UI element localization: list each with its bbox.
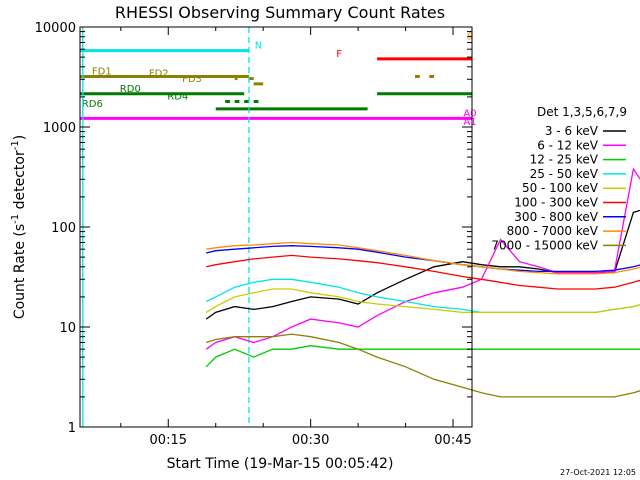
legend-label-2: 12 - 25 keV [530, 153, 599, 167]
y-axis-label-sup2: -1 [10, 140, 21, 150]
flag-label-A0: A0 [463, 108, 476, 119]
legend-label-7: 800 - 7000 keV [507, 224, 599, 238]
x-axis-label: Start Time (19-Mar-15 00:05:42) [167, 456, 394, 472]
y-axis-label: Count Rate (s-1 detector-1) [10, 135, 28, 319]
vlines-layer [82, 27, 250, 427]
series-line-6 [206, 245, 640, 273]
y-tick-label-2: 100 [51, 221, 76, 236]
series-layer [205, 167, 640, 398]
legend-label-1: 6 - 12 keV [537, 138, 599, 152]
series-line-8 [206, 333, 640, 398]
y-tick-label-0: 1 [68, 421, 76, 436]
flag-label-RD4: RD4 [167, 91, 188, 102]
y-tick-label-1: 10 [59, 321, 76, 336]
legend-title: Det 1,3,5,6,7,9 [537, 105, 627, 119]
series-line-1 [205, 167, 640, 350]
y-axis-label-mid: detector [12, 150, 28, 214]
x-tick-label-0: 00:15 [150, 433, 187, 448]
y-axis: 1 10 100 1000 10000 [35, 21, 472, 436]
x-tick-label-1: 00:30 [292, 433, 329, 448]
y-axis-label-sup: -1 [10, 214, 21, 224]
y-axis-label-end: ) [12, 135, 28, 140]
series-line-5 [206, 254, 640, 290]
flag-label-RD6: RD6 [82, 99, 103, 110]
series-line-0 [205, 209, 640, 320]
y-axis-label-main: Count Rate (s [12, 224, 28, 319]
legend-label-8: 7000 - 15000 keV [491, 238, 598, 252]
y-tick-label-3: 1000 [43, 121, 76, 136]
legend-label-4: 50 - 100 keV [522, 181, 599, 195]
legend-label-5: 100 - 300 keV [514, 196, 598, 210]
series-line-2 [205, 345, 640, 368]
legend-label-3: 25 - 50 keV [530, 167, 599, 181]
series-line-4 [205, 288, 640, 314]
flag-label-A1: A1 [463, 117, 476, 128]
timestamp: 27-Oct-2021 12:05 [560, 468, 636, 477]
legend-label-6: 300 - 800 keV [514, 210, 598, 224]
series-line-7 [206, 241, 640, 275]
flag-label-RD0: RD0 [120, 84, 141, 95]
flag-label-FD2: FD2 [149, 69, 169, 80]
x-tick-label-2: 00:45 [434, 433, 471, 448]
flag-label-FD1: FD1 [92, 66, 112, 77]
y-tick-label-4: 10000 [35, 21, 76, 36]
legend-label-0: 3 - 6 keV [545, 124, 599, 138]
flag-label-FD3: FD3 [182, 74, 202, 85]
flag-label-F: F [336, 49, 342, 60]
chart-title: RHESSI Observing Summary Count Rates [115, 3, 445, 22]
x-axis: 00:15 00:30 00:45 [120, 27, 472, 448]
flag-label-N: N [255, 41, 262, 52]
